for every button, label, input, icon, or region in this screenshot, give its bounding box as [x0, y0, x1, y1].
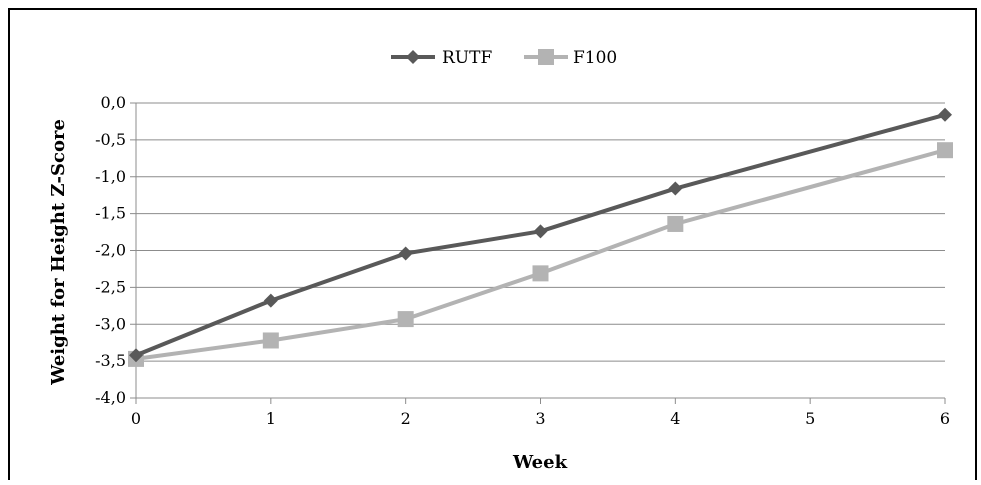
series-line-rutf — [135, 112, 946, 358]
y-tick-label: -3,5 — [95, 351, 126, 370]
series-rutf — [129, 107, 952, 363]
x-tick-label: 5 — [805, 409, 815, 428]
legend-marker-square — [538, 49, 554, 65]
y-tick-label: -0,5 — [95, 130, 126, 149]
data-point-rutf — [533, 224, 548, 239]
x-tick-label: 3 — [535, 409, 545, 428]
y-tick-label: -4,0 — [95, 388, 126, 407]
legend-label: RUTF — [442, 48, 492, 68]
y-tick-label: -2,5 — [95, 277, 126, 296]
y-axis-title: Weight for Height Z-Score — [48, 119, 69, 386]
y-tick-label: 0,0 — [101, 93, 126, 112]
series-f100 — [128, 142, 953, 367]
data-point-f100 — [667, 215, 684, 232]
data-point-f100 — [262, 332, 279, 349]
y-tick-label: -2,0 — [95, 241, 126, 260]
legend: RUTF F100 — [391, 48, 617, 68]
legend-label: F100 — [573, 48, 617, 68]
series-line-f100 — [135, 148, 946, 361]
x-axis-title: Week — [512, 452, 568, 473]
legend-marker-diamond — [406, 50, 420, 64]
data-point-f100 — [397, 311, 414, 328]
y-tick-label: -3,0 — [95, 314, 126, 333]
x-tick-label: 1 — [266, 409, 276, 428]
data-point-rutf — [668, 181, 683, 196]
chart-frame: 0,0 -0,5 -1,0 -1,5 -2,0 -2,5 -3,0 -3,5 -4,0 0 1 2 3 4… — [8, 8, 977, 480]
legend-item-f100: F100 — [524, 48, 617, 68]
legend-item-rutf: RUTF — [391, 48, 492, 68]
x-tick-label: 0 — [131, 409, 141, 428]
data-point-rutf — [129, 348, 143, 363]
x-tick-label: 2 — [401, 409, 411, 428]
tick-labels: 0,0 -0,5 -1,0 -1,5 -2,0 -2,5 -3,0 -3,5 -4,0 0 1 2 3 4… — [95, 93, 950, 428]
data-point-f100 — [532, 265, 549, 282]
data-point-rutf — [398, 246, 413, 261]
line-chart: 0,0 -0,5 -1,0 -1,5 -2,0 -2,5 -3,0 -3,5 -4,0 0 1 2 3 4… — [48, 48, 953, 473]
x-tick-label: 4 — [670, 409, 680, 428]
y-tick-label: -1,0 — [95, 167, 126, 186]
x-tick-label: 6 — [940, 409, 950, 428]
data-point-rutf — [938, 107, 952, 122]
y-tick-label: -1,5 — [95, 204, 126, 223]
data-point-f100 — [937, 142, 953, 159]
series-layer — [128, 107, 953, 367]
data-point-rutf — [263, 293, 278, 308]
